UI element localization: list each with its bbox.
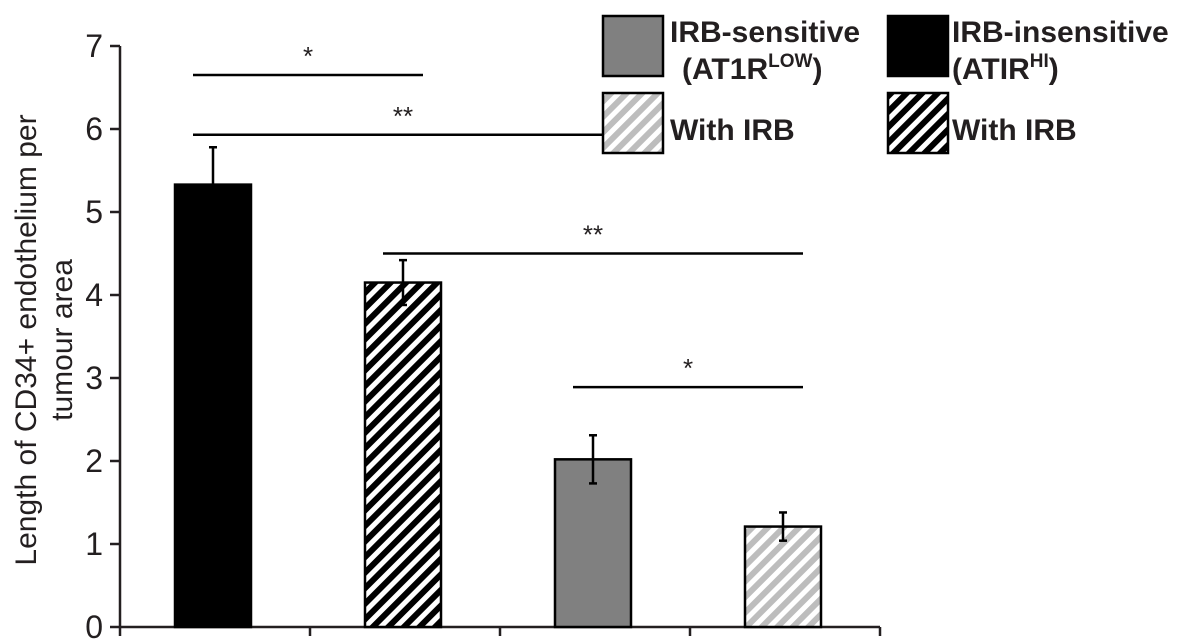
bar [173,183,253,629]
significance-label: ** [393,101,413,131]
legend-sublabel: (ATIRHI) [952,51,1059,86]
significance-label: * [683,353,693,383]
y-tick-label: 7 [85,28,103,64]
y-axis-label-line-1: Length of CD34+ endothelium per [10,114,43,565]
legend-swatch [601,91,665,155]
legend-sublabel: (AT1RLOW) [682,51,822,86]
y-tick-label: 5 [85,194,103,230]
y-tick-label: 1 [85,526,103,562]
legend-label: With IRB [952,114,1077,147]
legend-label: With IRB [670,114,795,147]
legend-label: IRB-insensitive [952,16,1169,49]
legend-label: IRB-sensitive [670,16,860,49]
y-tick-label: 2 [85,443,103,479]
significance-label: * [303,41,313,71]
y-axis-title: Length of CD34+ endothelium per tumour a… [10,114,79,565]
bars [173,146,823,629]
legend: IRB-sensitive(AT1RLOW) IRB-insensitive(AT… [601,14,1169,155]
bar [363,281,443,629]
y-tick-label: 3 [85,360,103,396]
y-axis-label-line-2: tumour area [46,259,79,421]
legend-swatch [886,14,950,78]
legend-swatch [601,14,665,78]
significance-annotations: ****** [193,41,803,389]
significance-label: ** [583,220,603,250]
legend-swatch [886,91,950,155]
y-tick-label: 4 [85,277,103,313]
bar [743,525,823,629]
y-tick-label: 6 [85,111,103,147]
y-tick-label: 0 [85,609,103,643]
